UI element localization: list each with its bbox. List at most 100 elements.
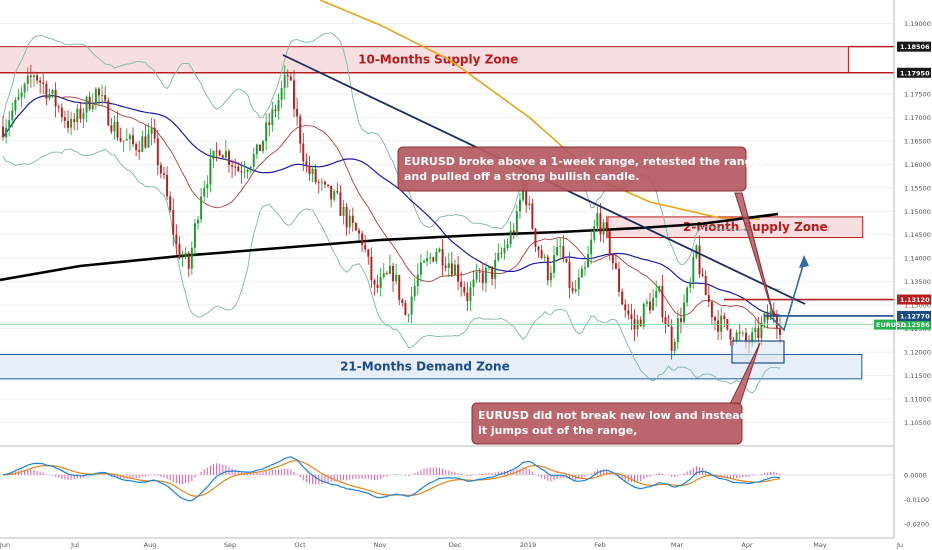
candle [354,221,357,231]
candle [729,328,732,346]
bollinger-lower [2,148,781,394]
candle-body [234,166,237,168]
time-tick: Oct [294,541,306,549]
candle [215,142,218,162]
candle-body [302,143,305,162]
candle-body [744,332,747,342]
candle [546,254,549,286]
candle-body [354,223,357,231]
candle [497,243,500,263]
candle-body [184,252,187,258]
candle [85,95,88,123]
candle [624,299,627,318]
candle-body [614,263,617,269]
candle-body [531,203,534,229]
candle [153,119,156,144]
candle-body [475,271,478,280]
candle-body [221,155,224,158]
candle [379,267,382,297]
candle [345,203,348,236]
candle [178,236,181,260]
candle-body [571,288,574,292]
candle-body [200,196,203,220]
candle-body [658,286,661,292]
candle [738,323,741,342]
candle [614,253,617,270]
candle-body [42,82,45,84]
candle [509,221,512,248]
candle-body [308,166,311,175]
candle-body [73,119,76,123]
candle-body [407,314,410,316]
candle [670,319,673,360]
candle-body [116,121,119,139]
candle-body [599,213,602,235]
candle-body [20,92,23,97]
candle-body [193,223,196,248]
candle-body [132,135,134,145]
candle-body [593,226,596,240]
candle-body [379,277,382,288]
candle [141,130,144,153]
candle [20,86,23,108]
time-tick: Sep [224,541,236,549]
candle [302,132,305,171]
candle [537,245,540,258]
candle-body [178,243,181,259]
candle-body [608,231,611,256]
candle [358,227,360,241]
candle [457,255,460,291]
candle-body [497,252,500,260]
candle-body [228,151,230,166]
candle [701,267,704,278]
candle [119,127,122,143]
time-tick: 2019 [520,541,537,549]
candle-body [296,108,299,117]
candle [611,254,614,270]
candle [410,286,413,324]
price-badge [897,41,931,52]
candle-body [172,210,175,235]
candle-body [243,171,246,173]
candle-body [435,251,438,262]
candle-body [698,245,701,275]
candle [720,307,723,340]
candle [60,103,63,123]
candle-body [454,264,456,275]
candle-body [206,184,209,189]
april-range-box [731,340,785,364]
candle-body [494,259,497,279]
candle-body [701,274,704,276]
candle [51,89,54,98]
candle-body [673,342,676,351]
candle-body [181,257,184,259]
candle-body [29,75,32,78]
price-tick: 1.16500 [904,137,931,145]
candle-body [63,117,66,121]
candle-body [141,136,144,152]
candle [419,254,422,282]
candle [481,262,484,291]
candle [364,235,367,253]
price-tick: 1.15000 [904,208,931,216]
candle-body [679,318,682,322]
candle-body [466,292,469,301]
candle-body [587,254,590,268]
candle-body [618,268,620,292]
candle-body [661,286,664,318]
candle-body [602,222,605,235]
candle [88,92,91,112]
candle [649,292,651,314]
candle [203,180,206,202]
candle-body [457,264,460,282]
candle-body [404,302,407,315]
zones: 10-Months Supply Zone 2-Month Supply Zone… [0,45,894,380]
candle-body [113,121,116,132]
candle-body [268,122,271,125]
time-tick: May [813,541,827,549]
candle-body [577,277,580,290]
candle-body [156,138,159,165]
candle-body [262,141,264,152]
candle [224,140,227,160]
